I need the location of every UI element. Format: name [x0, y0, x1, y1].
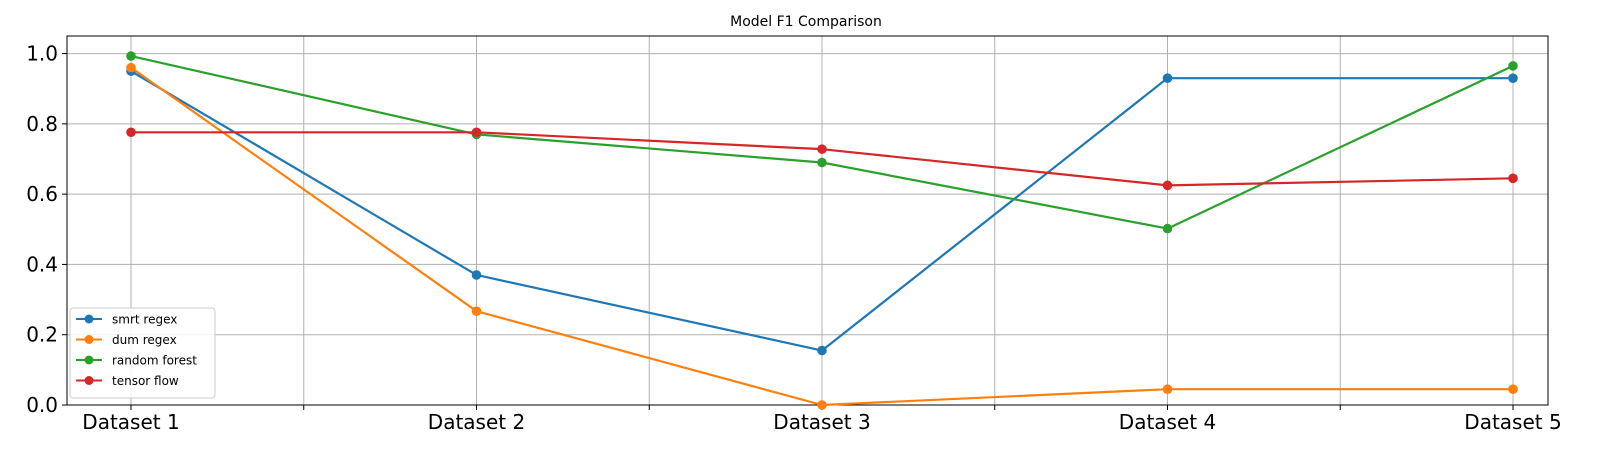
- x-axis: Dataset 1 Dataset 2 Dataset 3 Dataset 4 Data…: [82, 405, 1562, 434]
- plot-frame: [66, 35, 1549, 406]
- data-point-tensor-flow: [126, 127, 136, 138]
- legend-label-dum-regex: dum regex: [112, 333, 177, 347]
- data-point-dum-regex: [817, 400, 827, 410]
- data-point-dum-regex: [126, 62, 136, 73]
- data-point-smrt-regex: [1162, 73, 1173, 83]
- x-tick-label: Dataset 5: [1464, 410, 1561, 434]
- data-point-tensor-flow: [1162, 180, 1173, 191]
- y-tick-label: 0.0: [26, 393, 58, 417]
- data-point-random-forest: [1508, 61, 1518, 71]
- data-point-tensor-flow: [817, 144, 827, 154]
- y-tick-label: 0.4: [26, 252, 58, 276]
- legend-label-random-forest: random forest: [112, 354, 197, 368]
- y-tick-label: 0.6: [26, 182, 58, 206]
- chart-title: Model F1 Comparison: [730, 14, 882, 30]
- legend-marker-tensor-flow: [84, 376, 94, 385]
- data-point-random-forest: [126, 51, 136, 61]
- legend-label-smrt-regex: smrt regex: [112, 313, 177, 327]
- y-tick-label: 1.0: [26, 42, 58, 66]
- x-tick-label: Dataset 2: [428, 410, 525, 434]
- data-point-smrt-regex: [1508, 73, 1518, 83]
- legend-label-tensor-flow: tensor flow: [112, 374, 179, 388]
- data-point-tensor-flow: [1508, 173, 1518, 184]
- data-point-smrt-regex: [817, 345, 827, 356]
- legend-marker-smrt-regex: [84, 314, 94, 324]
- data-point-dum-regex: [1508, 384, 1518, 394]
- data-point-random-forest: [817, 157, 827, 168]
- legend-box: [69, 307, 216, 399]
- y-tick-label: 0.2: [26, 323, 58, 347]
- x-tick-label: Dataset 1: [82, 410, 179, 434]
- legend-marker-random-forest: [84, 355, 94, 365]
- y-tick-label: 0.8: [26, 112, 58, 136]
- data-point-dum-regex: [471, 306, 482, 316]
- data-point-random-forest: [1162, 223, 1173, 234]
- legend-marker-dum-regex: [84, 335, 94, 344]
- y-axis: 0.0 0.2 0.4 0.6 0.8 1.0: [26, 42, 67, 417]
- x-tick-label: Dataset 3: [773, 410, 870, 434]
- data-point-smrt-regex: [471, 270, 482, 280]
- series-group: [126, 51, 1518, 410]
- data-point-tensor-flow: [471, 127, 482, 138]
- data-point-dum-regex: [1162, 384, 1173, 394]
- legend: smrt regex dum regex random forest tensor f…: [69, 307, 216, 399]
- x-tick-label: Dataset 4: [1119, 410, 1216, 434]
